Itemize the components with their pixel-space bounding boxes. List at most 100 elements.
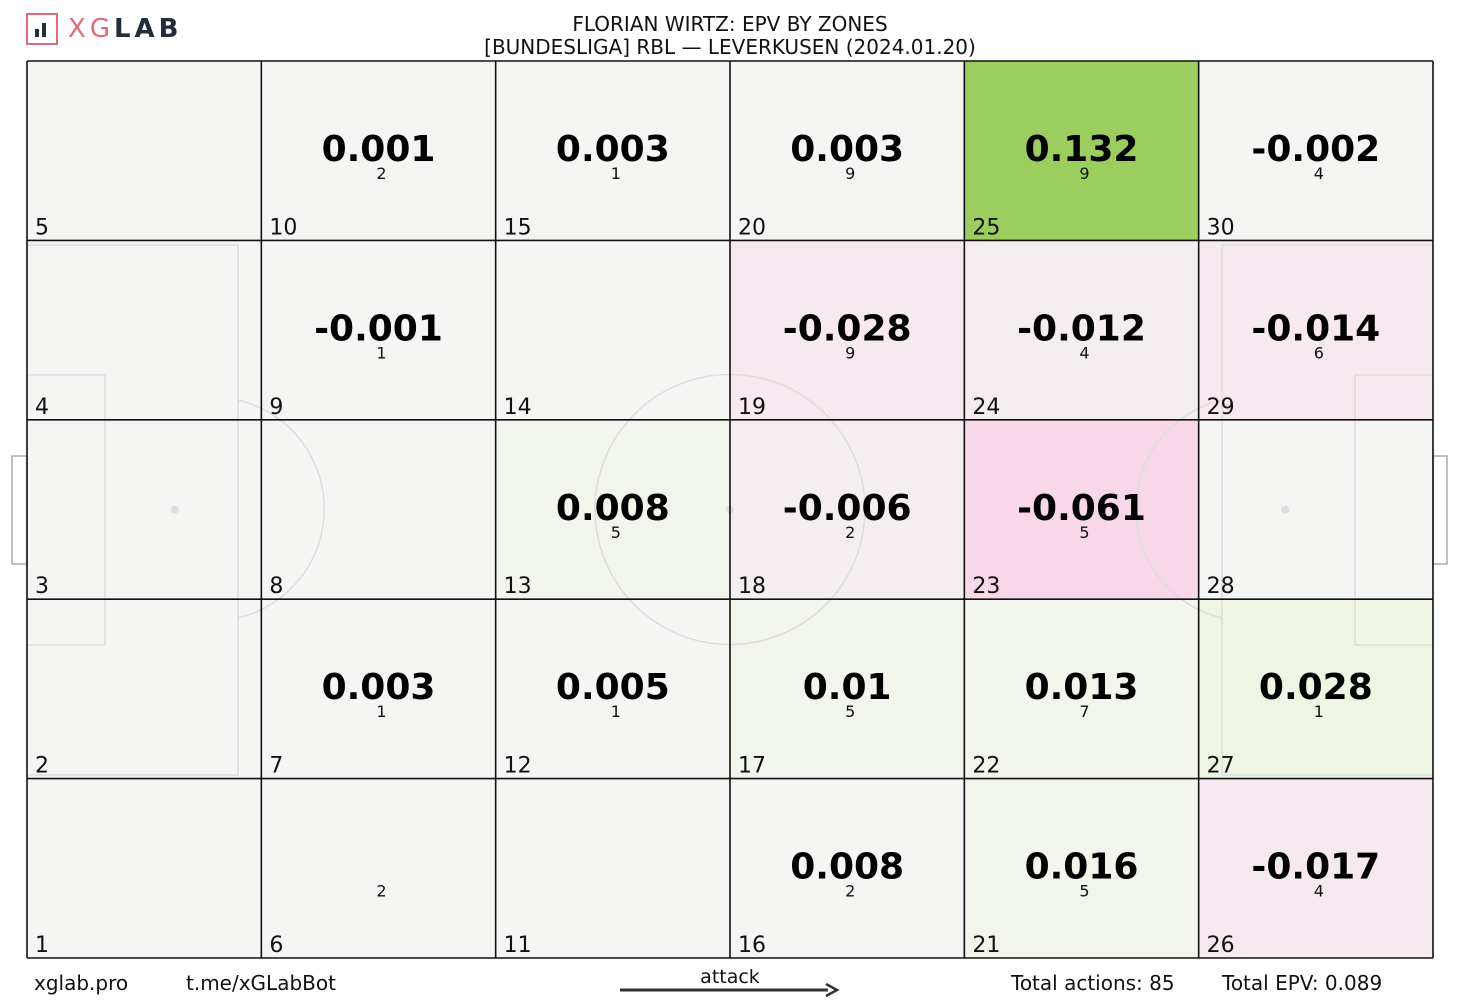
zone-cell-6 (261, 778, 496, 958)
zone-actions-label: 7 (1079, 702, 1089, 721)
zone-number-label: 30 (1207, 215, 1235, 240)
zone-actions-label: 1 (611, 164, 621, 183)
zone-cell-11 (495, 778, 730, 958)
zone-epv-label: 0.01 (803, 667, 892, 708)
zone-cell-10 (261, 61, 496, 241)
zone-actions-label: 4 (1079, 343, 1089, 362)
zone-number-label: 8 (269, 574, 283, 599)
zone-cell-17 (730, 599, 965, 779)
zone-number-label: 4 (35, 395, 49, 420)
zone-epv-label: 0.001 (322, 129, 436, 170)
footer-bot: t.me/xGLabBot (186, 971, 336, 995)
xglab-logo: XGLAB (26, 12, 182, 46)
zone-actions-label: 9 (845, 164, 855, 183)
zone-actions-label: 5 (611, 523, 621, 542)
zone-cell-18 (730, 419, 965, 600)
zone-number-label: 16 (738, 933, 766, 958)
zone-cell-19 (730, 240, 965, 420)
zone-cell-16 (730, 778, 965, 958)
footer-site: xglab.pro (34, 971, 129, 995)
zone-cell-14 (495, 240, 730, 420)
zone-cell-12 (495, 599, 730, 779)
zone-epv-label: 0.003 (322, 667, 436, 708)
total-epv: Total EPV: 0.089 (1222, 971, 1383, 995)
zone-number-label: 26 (1207, 933, 1235, 958)
zone-cell-20 (730, 61, 965, 241)
zone-number-label: 11 (504, 933, 532, 958)
zone-actions-label: 1 (1314, 702, 1324, 721)
zone-cell-30 (1198, 61, 1433, 241)
zone-number-label: 12 (504, 754, 532, 779)
zone-number-label: 27 (1207, 754, 1235, 779)
zone-number-label: 15 (504, 215, 532, 240)
zone-number-label: 9 (269, 395, 283, 420)
zone-cell-23 (964, 419, 1199, 600)
zone-number-label: 14 (504, 395, 532, 420)
zone-actions-label: 1 (376, 343, 386, 362)
zone-cell-25 (964, 61, 1199, 241)
zone-epv-label: -0.012 (1017, 308, 1146, 349)
zone-number-label: 3 (35, 574, 49, 599)
zone-actions-label: 9 (845, 343, 855, 362)
zone-epv-label: -0.001 (314, 308, 443, 349)
zone-cell-29 (1198, 240, 1433, 420)
zone-number-label: 13 (504, 574, 532, 599)
zone-actions-label: 1 (611, 702, 621, 721)
chart-subtitle: [BUNDESLIGA] RBL — LEVERKUSEN (2024.01.2… (484, 35, 976, 59)
zone-number-label: 28 (1207, 574, 1235, 599)
zone-actions-label: 2 (376, 882, 386, 901)
zone-cell-1 (27, 778, 262, 958)
zone-actions-label: 4 (1314, 882, 1324, 901)
zone-number-label: 24 (972, 395, 1000, 420)
zone-number-label: 18 (738, 574, 766, 599)
zone-number-label: 22 (972, 754, 1000, 779)
right-goal (1432, 455, 1448, 565)
zone-number-label: 25 (972, 215, 1000, 240)
zone-cell-7 (261, 599, 496, 779)
zone-number-label: 2 (35, 754, 49, 779)
zone-number-label: 6 (269, 933, 283, 958)
zone-cell-22 (964, 599, 1199, 779)
zone-epv-label: 0.003 (556, 129, 670, 170)
zone-actions-label: 5 (1079, 882, 1089, 901)
zone-number-label: 10 (269, 215, 297, 240)
zone-cell-24 (964, 240, 1199, 420)
zone-cell-28 (1198, 419, 1433, 600)
zone-epv-label: -0.006 (783, 488, 912, 529)
zone-cell-3 (27, 419, 262, 600)
zone-actions-label: 5 (1079, 523, 1089, 542)
left-penalty-spot (171, 505, 179, 514)
zone-number-label: 1 (35, 933, 49, 958)
zone-epv-label: 0.132 (1025, 129, 1139, 170)
zone-actions-label: 2 (845, 882, 855, 901)
right-penalty-spot (1281, 505, 1289, 514)
zone-epv-label: 0.013 (1025, 667, 1139, 708)
zone-actions-label: 4 (1314, 164, 1324, 183)
zone-number-label: 20 (738, 215, 766, 240)
zone-cell-27 (1198, 599, 1433, 779)
zone-number-label: 17 (738, 754, 766, 779)
zone-cell-4 (27, 240, 262, 420)
zone-actions-label: 6 (1314, 343, 1324, 362)
zone-number-label: 5 (35, 215, 49, 240)
zone-cell-9 (261, 240, 496, 420)
zone-epv-label: 0.008 (556, 488, 670, 529)
zone-number-label: 23 (972, 574, 1000, 599)
left-goal (11, 455, 28, 565)
logo-wordmark: XGLAB (68, 14, 183, 44)
zone-epv-label: -0.002 (1251, 129, 1380, 170)
zone-actions-label: 9 (1079, 164, 1089, 183)
zone-epv-label: -0.028 (783, 308, 912, 349)
zone-epv-label: 0.016 (1025, 847, 1139, 888)
zone-actions-label: 5 (845, 702, 855, 721)
zone-cell-26 (1198, 778, 1433, 958)
zone-actions-label: 2 (845, 523, 855, 542)
zone-epv-label: -0.061 (1017, 488, 1146, 529)
zone-epv-label: 0.028 (1259, 667, 1373, 708)
attack-label: attack (700, 966, 760, 988)
bar-chart-icon (26, 13, 58, 45)
zone-cell-2 (27, 599, 262, 779)
zone-epv-label: -0.014 (1251, 308, 1380, 349)
zone-epv-label: 0.008 (790, 847, 904, 888)
